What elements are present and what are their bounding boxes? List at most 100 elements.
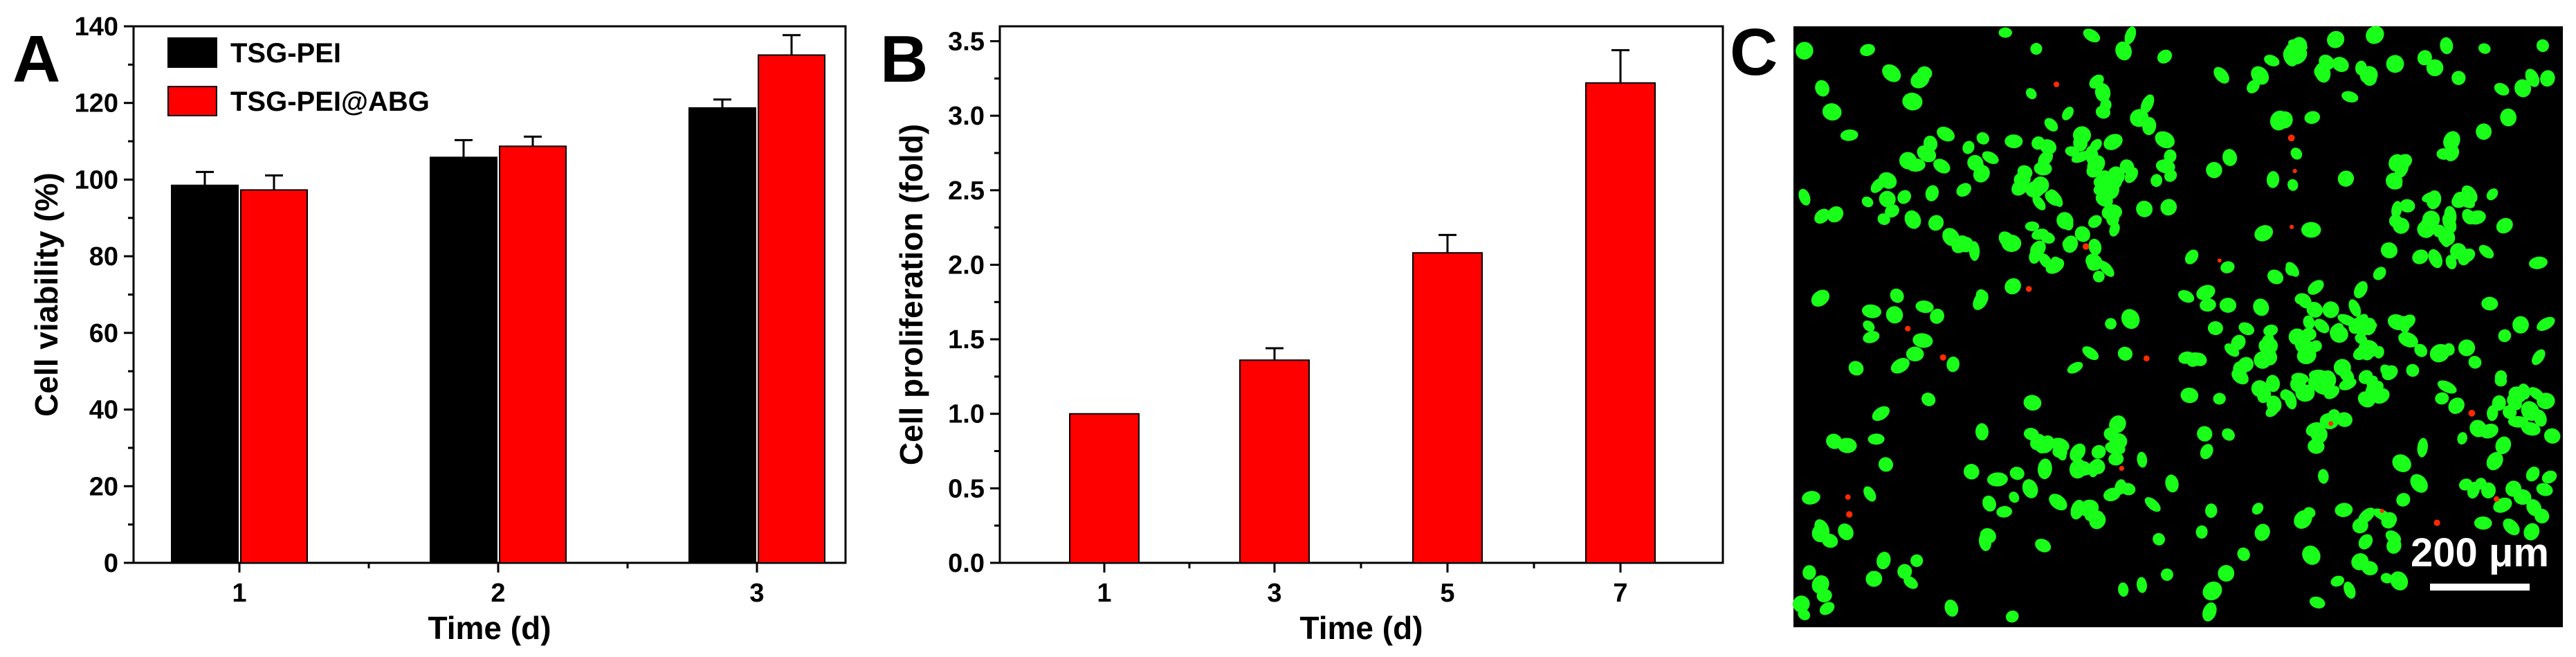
live-cell — [1861, 304, 1881, 318]
dead-cell — [2328, 421, 2334, 426]
live-cell — [2451, 71, 2466, 85]
dead-cell — [2289, 224, 2294, 229]
live-cell — [2537, 393, 2555, 410]
live-cell — [2357, 507, 2375, 524]
live-cell — [1986, 472, 2008, 487]
live-cell — [2265, 375, 2281, 393]
live-cell — [2373, 508, 2392, 522]
live-cell — [2266, 171, 2280, 188]
live-cell — [2196, 285, 2216, 300]
live-cell — [2429, 343, 2450, 363]
live-cell — [2500, 108, 2516, 127]
live-cell — [2474, 516, 2492, 530]
live-cell — [2222, 428, 2235, 441]
chart-a-y-tick-label: 40 — [89, 396, 118, 425]
live-cell — [1928, 215, 1944, 231]
panel-b-cell-proliferation-chart: B 0.0 0.5 1.0 1.5 2.0 2.5 3.0 3.5 1 3 5 7 Time (d) Ce… — [880, 22, 1724, 646]
live-cell — [2507, 394, 2522, 411]
live-cell — [2105, 318, 2117, 330]
live-cell — [2004, 278, 2021, 295]
live-cell — [2330, 575, 2345, 587]
live-cell — [2398, 332, 2418, 348]
live-cell — [2435, 392, 2449, 405]
live-cell — [2280, 389, 2292, 401]
live-cell — [2207, 321, 2223, 336]
live-cell — [2049, 494, 2067, 511]
live-cell — [2257, 387, 2272, 404]
dead-cell — [2025, 286, 2032, 292]
live-cell — [1872, 406, 1890, 422]
live-cell — [2396, 493, 2411, 507]
chart-b-bar — [1585, 82, 1656, 564]
live-cell — [2099, 260, 2114, 277]
dead-cell — [1905, 325, 1911, 332]
live-cell — [2292, 37, 2308, 52]
live-cell — [2038, 458, 2052, 480]
live-cell — [2038, 150, 2054, 167]
live-cell — [1962, 141, 1975, 154]
live-cell — [2322, 301, 2339, 318]
live-cell — [2202, 581, 2222, 601]
live-cell — [2048, 189, 2063, 207]
chart-b-x-tick-label: 7 — [1613, 579, 1627, 608]
dead-cell — [2287, 134, 2295, 142]
chart-a-y-tick-label: 0 — [104, 549, 118, 578]
chart-b-bar — [1069, 413, 1140, 564]
live-cell — [1861, 196, 1874, 208]
live-cell — [2040, 231, 2055, 244]
live-cell — [2492, 395, 2506, 411]
live-cell — [2493, 497, 2512, 513]
dead-cell — [1846, 511, 1853, 518]
live-cell — [2213, 393, 2226, 405]
live-cell — [1815, 80, 1830, 97]
live-cell — [1848, 361, 1864, 376]
live-cell — [2005, 610, 2019, 623]
chart-a-y-axis-title: Cell viability (%) — [28, 172, 64, 417]
chart-b-bar — [1239, 359, 1310, 564]
live-cell — [1942, 228, 1960, 246]
live-cell — [2144, 497, 2161, 512]
chart-a-legend-label: TSG-PEI — [230, 38, 341, 69]
live-cell — [2285, 264, 2296, 276]
live-cell — [2231, 368, 2249, 385]
micrograph-cells — [1792, 26, 2561, 623]
live-cell — [1860, 44, 1875, 57]
live-cell — [2251, 66, 2269, 85]
live-cell — [2362, 561, 2378, 575]
live-cell — [2030, 240, 2046, 258]
live-cell — [2074, 460, 2092, 476]
live-cell — [2309, 596, 2326, 609]
live-cell — [2161, 568, 2173, 581]
live-cell — [2443, 131, 2460, 151]
live-cell — [2386, 55, 2404, 73]
live-cell — [1944, 600, 1959, 617]
live-cell — [2458, 248, 2476, 263]
live-cell — [2009, 467, 2025, 480]
live-cell — [1956, 183, 1972, 197]
live-cell — [2496, 217, 2513, 234]
live-cell — [2165, 474, 2179, 493]
chart-b-y-tick-label: 3.5 — [948, 28, 985, 57]
live-cell — [2330, 325, 2348, 343]
live-cell — [1902, 92, 1923, 111]
chart-b-y-tick-label: 3.0 — [948, 102, 985, 131]
chart-b-bar — [1412, 252, 1483, 564]
live-cell — [1878, 457, 1894, 472]
chart-a-y-tick-label: 120 — [75, 89, 118, 118]
live-cell — [1910, 71, 1930, 89]
live-cell — [2301, 327, 2317, 341]
chart-a-y-tick-label: 140 — [75, 12, 118, 42]
chart-a-y-tick-label: 80 — [89, 242, 118, 271]
live-cell — [2186, 352, 2202, 367]
chart-a-plot: 0 20 40 60 80 100 120 140 1 2 3 Time (d) Cell viabil… — [28, 12, 847, 646]
panel-a-letter: A — [12, 22, 60, 96]
live-cell — [2034, 161, 2052, 176]
chart-a-bar — [430, 156, 497, 564]
live-cell — [1838, 523, 1854, 541]
live-cell — [2254, 225, 2274, 242]
live-cell — [2536, 39, 2549, 53]
live-cell — [2136, 200, 2153, 217]
live-cell — [1946, 357, 1960, 372]
live-cell — [2467, 210, 2486, 225]
